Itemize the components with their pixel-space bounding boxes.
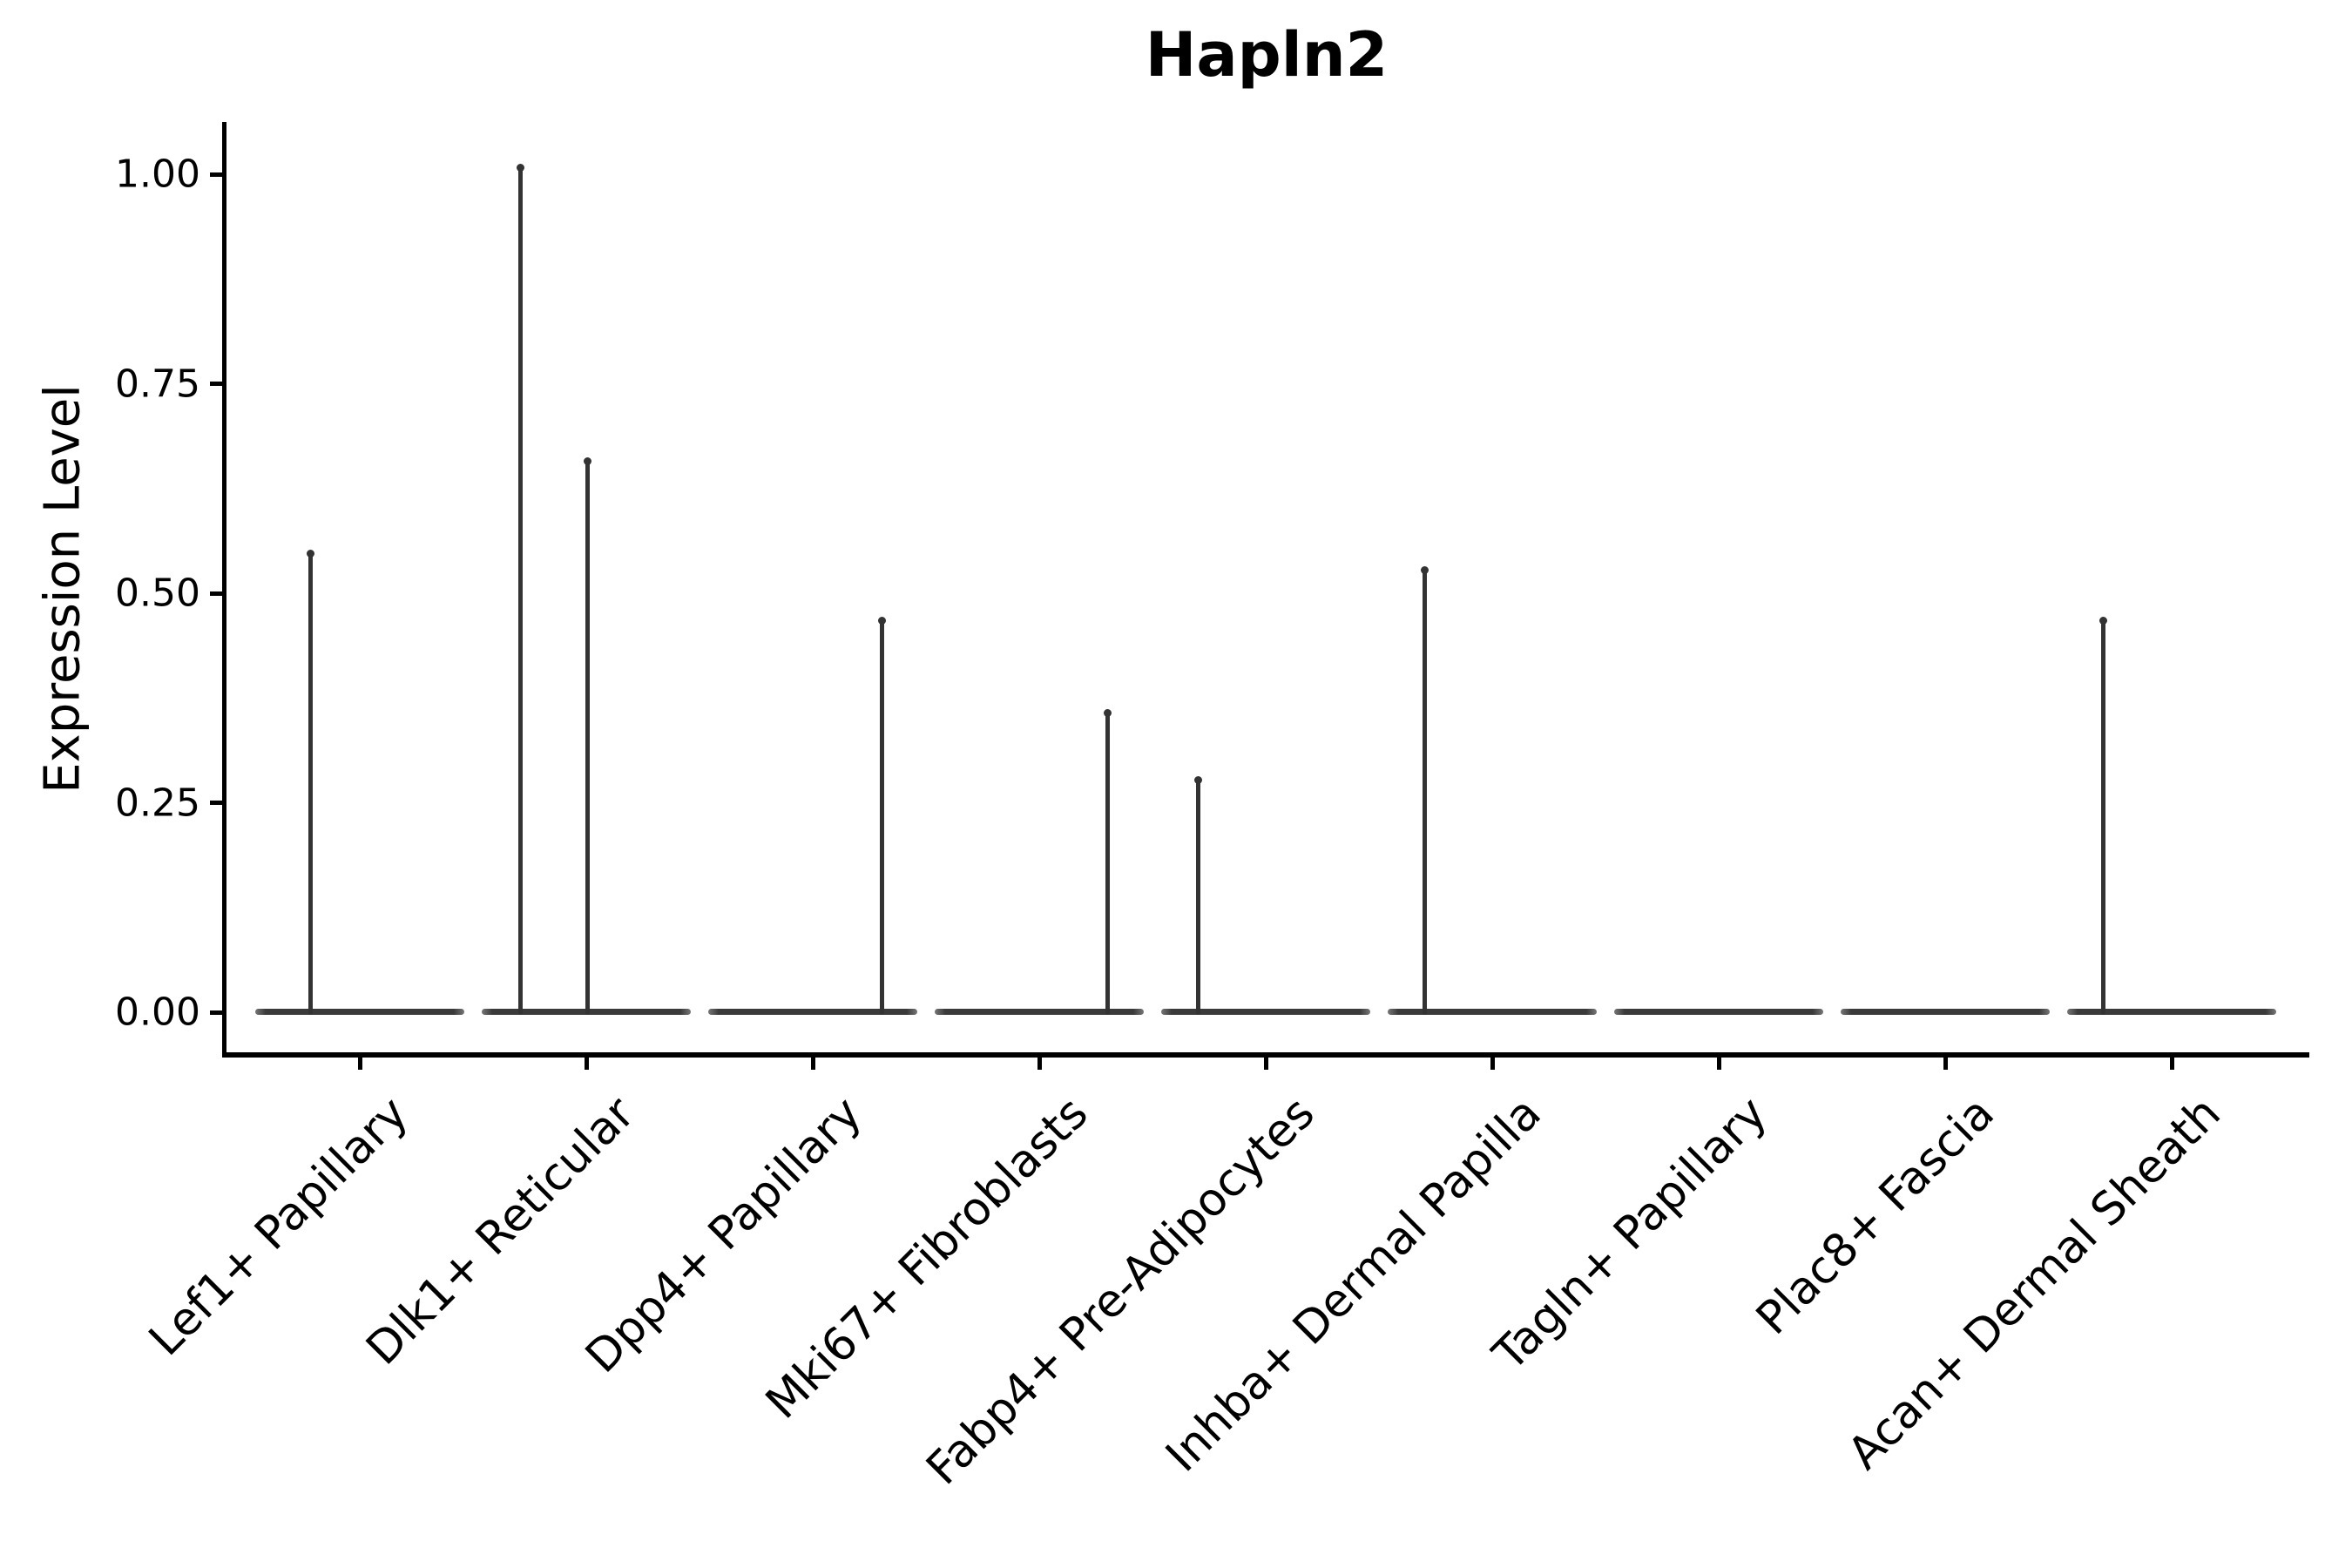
y-tick-label: 1.00 — [115, 152, 200, 197]
x-tick-label: Inhba+ Dermal Papilla — [1155, 1087, 1551, 1483]
violin-spike-cap — [583, 457, 591, 466]
violin-spike — [517, 166, 523, 1015]
y-tick-mark — [210, 591, 224, 596]
x-tick-mark — [1037, 1056, 1042, 1070]
violin-base — [2067, 1009, 2276, 1015]
violin-spike — [2100, 618, 2105, 1015]
y-axis-line — [222, 122, 226, 1057]
violin-base — [255, 1009, 464, 1015]
x-tick-mark — [2169, 1056, 2174, 1070]
violin-spike — [1195, 777, 1200, 1015]
violin-spike — [1422, 568, 1427, 1015]
y-tick-label: 0.75 — [115, 362, 200, 406]
x-tick-label: Fabp4+ Pre-Adipocytes — [916, 1087, 1325, 1496]
violin-base — [1161, 1009, 1370, 1015]
y-tick-mark — [210, 801, 224, 805]
violin-base — [1841, 1009, 2050, 1015]
violin-spike-cap — [516, 164, 524, 172]
y-tick-mark — [210, 1010, 224, 1015]
x-tick-label: Acan+ Dermal Sheath — [1837, 1087, 2231, 1480]
y-tick-label: 0.25 — [115, 781, 200, 825]
x-tick-mark — [1490, 1056, 1495, 1070]
violin-spike-cap — [877, 616, 886, 625]
x-tick-mark — [1716, 1056, 1721, 1070]
x-tick-label: Plac8+ Fascia — [1746, 1087, 2004, 1345]
violin-base — [935, 1009, 1144, 1015]
violin-base — [1388, 1009, 1597, 1015]
x-tick-mark — [584, 1056, 589, 1070]
violin-spike — [879, 618, 884, 1015]
y-tick-mark — [210, 172, 224, 177]
violin-spike-cap — [2099, 616, 2107, 625]
violin-spike — [308, 551, 313, 1015]
x-tick-mark — [1943, 1056, 1948, 1070]
y-tick-label: 0.00 — [115, 990, 200, 1035]
violin-spike-cap — [1193, 775, 1202, 784]
violin-base — [708, 1009, 917, 1015]
plot-title: Hapln2 — [1145, 19, 1389, 91]
x-axis-line — [222, 1052, 2309, 1058]
violin-spike — [1105, 710, 1110, 1015]
y-tick-mark — [210, 382, 224, 386]
x-tick-mark — [357, 1056, 362, 1070]
violin-base — [1614, 1009, 1823, 1015]
y-tick-label: 0.50 — [115, 571, 200, 616]
violin-spike-cap — [1103, 708, 1112, 717]
violin-spike — [585, 459, 590, 1015]
x-tick-mark — [810, 1056, 815, 1070]
violin-spike-cap — [1420, 566, 1429, 575]
x-tick-mark — [1263, 1056, 1268, 1070]
violin-spike-cap — [306, 549, 314, 558]
